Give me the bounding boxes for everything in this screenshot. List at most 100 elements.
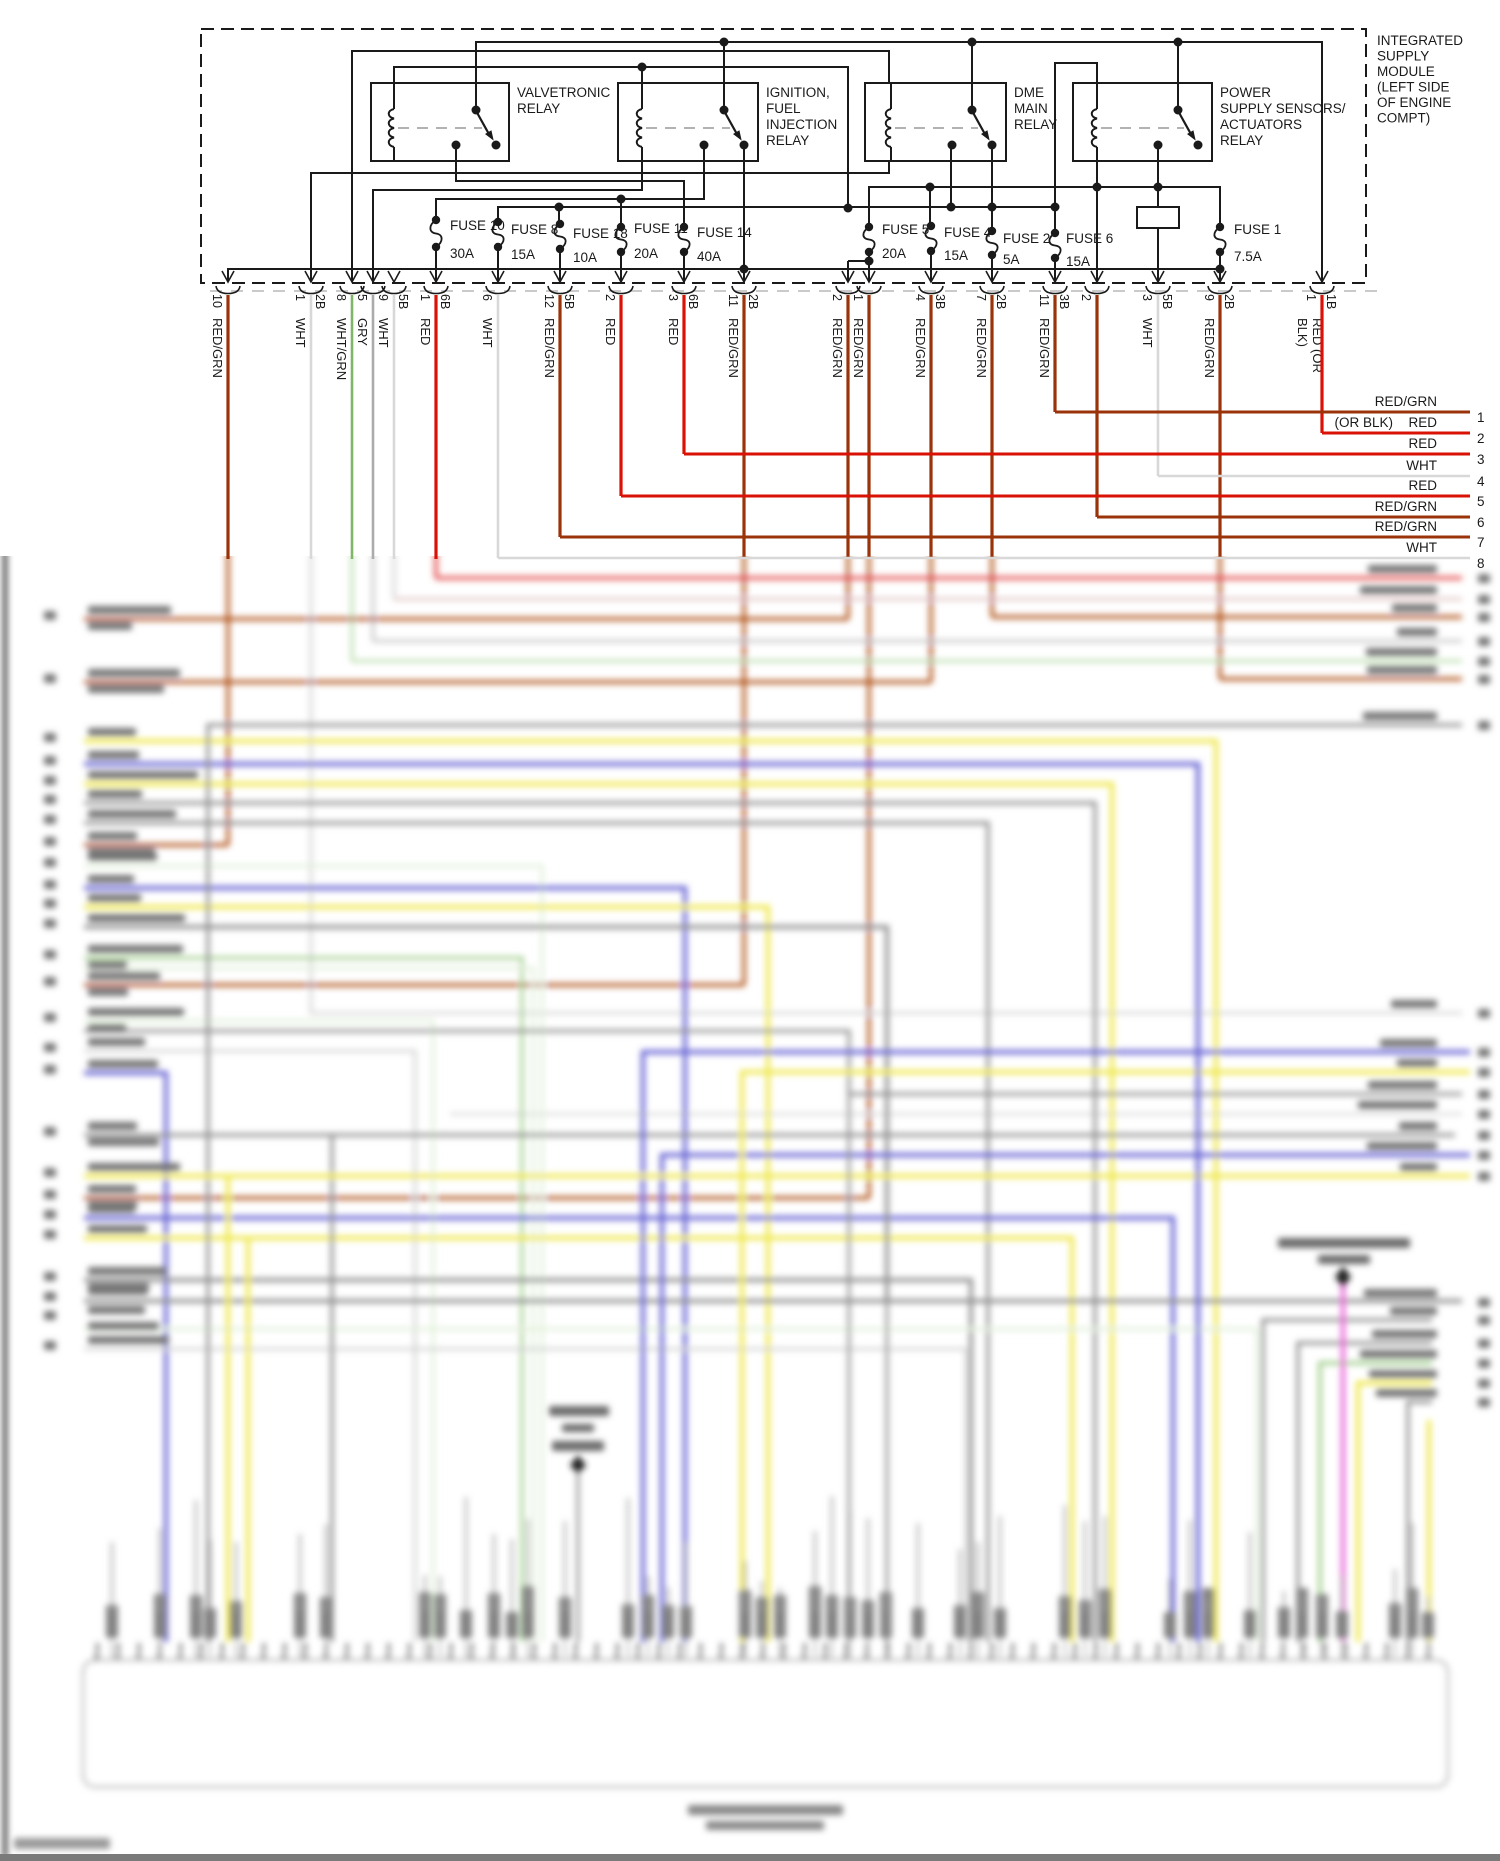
svg-text:1B: 1B [1324,294,1338,309]
svg-text:5B: 5B [396,294,410,309]
svg-text:FUSE 6: FUSE 6 [1066,231,1113,246]
svg-text:RED/GRN: RED/GRN [1375,519,1437,534]
svg-text:5B: 5B [562,294,576,309]
svg-text:WHT: WHT [293,318,308,348]
svg-text:10A: 10A [573,250,597,265]
svg-text:RED: RED [418,318,433,345]
svg-text:9: 9 [1202,294,1216,301]
svg-text:7: 7 [974,294,988,301]
svg-text:VALVETRONIC: VALVETRONIC [517,85,611,100]
svg-text:INTEGRATED: INTEGRATED [1377,33,1463,48]
svg-text:RELAY: RELAY [766,133,809,148]
svg-text:WHT: WHT [376,318,391,348]
svg-text:11: 11 [726,294,740,307]
svg-text:3: 3 [666,294,680,301]
svg-text:10: 10 [210,294,224,308]
svg-text:1: 1 [1304,294,1318,301]
svg-text:SUPPLY SENSORS/: SUPPLY SENSORS/ [1220,101,1346,116]
svg-text:OF ENGINE: OF ENGINE [1377,95,1451,110]
svg-text:MODULE: MODULE [1377,64,1435,79]
svg-text:WHT: WHT [480,318,495,348]
svg-text:RED: RED [666,318,681,345]
svg-text:FUSE 14: FUSE 14 [697,225,752,240]
svg-text:15A: 15A [1066,254,1090,269]
svg-text:4: 4 [1477,474,1485,489]
svg-text:5: 5 [1477,494,1485,509]
svg-text:20A: 20A [882,246,906,261]
svg-text:FUSE 1: FUSE 1 [1234,222,1281,237]
svg-text:7.5A: 7.5A [1234,249,1262,264]
svg-text:COMPT): COMPT) [1377,111,1430,126]
svg-text:RED/GRN: RED/GRN [974,318,989,378]
svg-text:(OR BLK): (OR BLK) [1334,415,1393,430]
svg-text:IGNITION,: IGNITION, [766,85,830,100]
svg-text:5: 5 [355,294,369,301]
svg-text:RELAY: RELAY [1014,117,1057,132]
svg-text:3B: 3B [1057,294,1071,309]
svg-text:RED/GRN: RED/GRN [542,318,557,378]
svg-text:4: 4 [913,294,927,301]
svg-text:5A: 5A [1003,252,1020,267]
svg-text:WHT/GRN: WHT/GRN [334,318,349,380]
svg-text:2: 2 [830,294,844,301]
svg-text:5B: 5B [1160,294,1174,309]
svg-text:FUEL: FUEL [766,101,801,116]
svg-text:RED/GRN: RED/GRN [210,318,225,378]
svg-text:6: 6 [480,294,494,301]
svg-text:3: 3 [1140,294,1154,301]
svg-text:RELAY: RELAY [1220,133,1263,148]
svg-text:2: 2 [1477,431,1485,446]
svg-text:7: 7 [1477,535,1485,550]
svg-text:6: 6 [1477,515,1485,530]
svg-text:20A: 20A [634,246,658,261]
svg-text:RED/GRN: RED/GRN [851,318,866,378]
svg-text:POWER: POWER [1220,85,1271,100]
svg-text:FUSE 4: FUSE 4 [944,225,992,240]
svg-text:9: 9 [376,294,390,301]
svg-text:8: 8 [1477,556,1485,571]
svg-text:1: 1 [851,294,865,301]
svg-text:RED: RED [1408,415,1437,430]
svg-text:11: 11 [1037,294,1051,307]
svg-text:SUPPLY: SUPPLY [1377,49,1429,64]
svg-text:FUSE 2: FUSE 2 [1003,231,1050,246]
svg-text:RED/GRN: RED/GRN [726,318,741,378]
svg-text:FUSE 11: FUSE 11 [634,221,688,236]
svg-text:2B: 2B [313,294,327,309]
svg-text:RED/GRN: RED/GRN [913,318,928,378]
svg-text:3B: 3B [933,294,947,309]
svg-text:RED/GRN: RED/GRN [1037,318,1052,378]
svg-text:12: 12 [542,294,556,308]
svg-text:FUSE 5: FUSE 5 [882,222,929,237]
svg-text:2B: 2B [746,294,760,309]
svg-text:RED: RED [1408,478,1437,493]
svg-text:1: 1 [1477,410,1485,425]
svg-text:FUSE 10: FUSE 10 [450,218,505,233]
svg-text:ACTUATORS: ACTUATORS [1220,117,1302,132]
svg-text:FUSE 18: FUSE 18 [573,226,628,241]
svg-text:RED/GRN: RED/GRN [1375,499,1437,514]
svg-text:WHT: WHT [1140,318,1155,348]
svg-text:15A: 15A [944,248,968,263]
svg-text:DME: DME [1014,85,1044,100]
svg-text:(LEFT SIDE: (LEFT SIDE [1377,80,1450,95]
svg-text:2: 2 [603,294,617,301]
svg-text:30A: 30A [450,246,474,261]
svg-text:2: 2 [1079,294,1093,301]
svg-text:INJECTION: INJECTION [766,117,837,132]
svg-text:6B: 6B [686,294,700,309]
svg-text:MAIN: MAIN [1014,101,1048,116]
svg-text:40A: 40A [697,249,721,264]
svg-text:FUSE 8: FUSE 8 [511,222,558,237]
svg-text:3: 3 [1477,452,1485,467]
svg-text:2B: 2B [994,294,1008,309]
svg-text:RED/GRN: RED/GRN [1375,394,1437,409]
svg-text:WHT: WHT [1406,540,1437,555]
svg-text:2B: 2B [1222,294,1236,309]
svg-text:15A: 15A [511,247,535,262]
svg-text:GRY: GRY [355,318,370,346]
svg-text:1: 1 [293,294,307,301]
svg-text:RED/GRN: RED/GRN [1202,318,1217,378]
svg-text:6B: 6B [438,294,452,309]
svg-text:RED: RED [1408,436,1437,451]
